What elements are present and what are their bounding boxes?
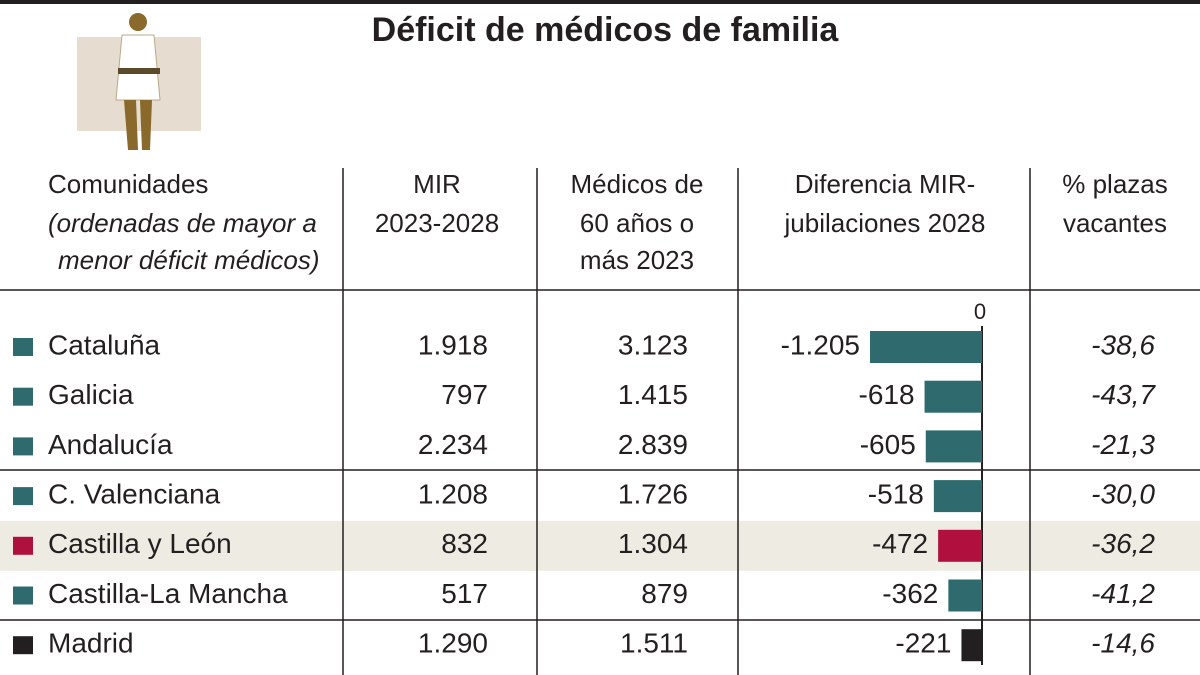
legend-swatch [13,437,33,456]
mir-value: 797 [441,379,488,410]
mir-value: 2.234 [418,429,488,460]
bar [948,579,982,612]
column-header: Médicos de [571,169,704,199]
medicos-value: 1.726 [618,478,688,509]
bar-label: -1.205 [781,329,860,360]
vacantes-value: -36,2 [1091,528,1155,559]
legend-swatch [13,487,33,506]
medicos-value: 1.304 [618,528,688,559]
mir-value: 517 [441,578,488,609]
mir-value: 832 [441,528,488,559]
medicos-value: 2.839 [618,429,688,460]
top-rule [0,0,1200,4]
row-name: Galicia [48,379,134,410]
column-header: más 2023 [580,245,694,275]
row-name: Castilla-La Mancha [48,578,288,609]
medicos-value: 3.123 [618,329,688,360]
mir-value: 1.918 [418,329,488,360]
illustration [77,13,201,150]
legend-swatch [13,387,33,406]
row-highlight [0,520,1200,571]
vacantes-value: -38,6 [1091,329,1155,360]
column-header: 2023-2028 [375,208,499,238]
bar-label: -605 [860,429,916,460]
legend-swatch [13,586,33,605]
column-header: (ordenadas de mayor a [48,208,317,238]
bar [961,629,982,662]
vacantes-value: -21,3 [1091,429,1155,460]
column-header: menor déficit médicos) [58,245,320,275]
row-name: C. Valenciana [48,478,221,509]
medicos-value: 1.511 [620,628,688,659]
medicos-value: 1.415 [618,379,688,410]
bar-label: -518 [868,478,924,509]
bar [870,331,982,363]
row-name: Andalucía [48,429,173,460]
vacantes-value: -14,6 [1091,628,1155,659]
row-name: Castilla y León [48,528,232,559]
bar [925,430,982,463]
bar-label: -472 [872,528,928,559]
medicos-value: 879 [641,578,688,609]
legend-swatch [13,536,33,555]
column-header: Comunidades [48,169,208,199]
column-header: jubilaciones 2028 [784,208,986,238]
mir-value: 1.290 [418,628,488,659]
vacantes-value: -41,2 [1091,578,1155,609]
title: Déficit de médicos de familia [372,11,840,49]
table-lines [0,168,1200,675]
row-name: Madrid [48,628,134,659]
column-header: % plazas [1062,169,1168,199]
bar-label: -362 [882,578,938,609]
column-header: MIR [413,169,461,199]
vacantes-value: -30,0 [1091,478,1155,509]
bar [938,529,982,562]
row-name: Cataluña [48,329,161,360]
column-header: vacantes [1063,208,1167,238]
bar-label: -618 [859,379,915,410]
column-header: 60 años o [580,208,694,238]
legend-swatch [13,636,33,655]
mir-value: 1.208 [418,478,488,509]
legend-swatch [13,338,33,356]
bar [933,480,982,513]
bar [924,380,982,413]
column-header: Diferencia MIR- [795,169,976,199]
axis-label: 0 [974,299,986,324]
vacantes-value: -43,7 [1091,379,1156,410]
bar-label: -221 [895,628,951,659]
